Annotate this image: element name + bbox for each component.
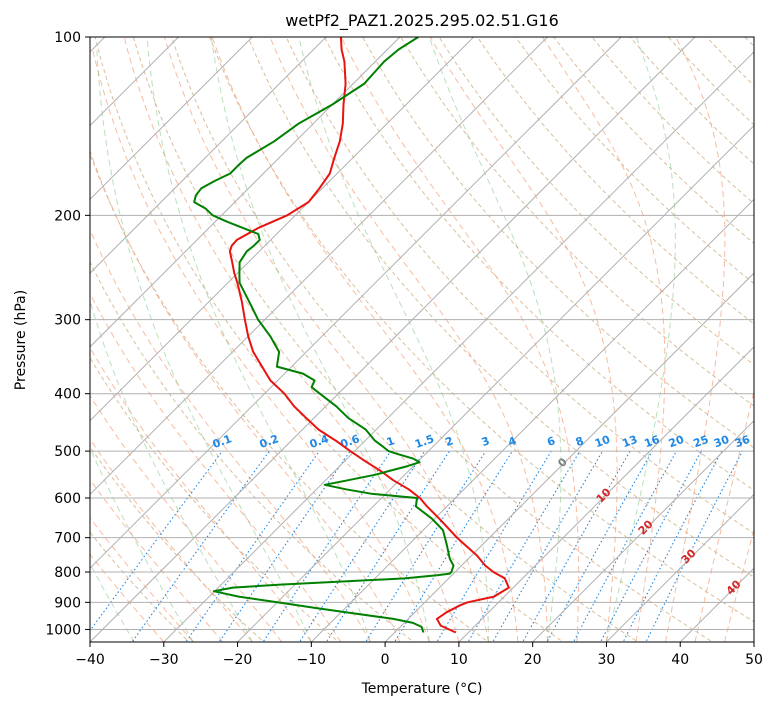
y-tick-label: 300 — [54, 313, 81, 329]
moist-adiabat-line — [270, 37, 547, 642]
isotherm-line — [0, 24, 266, 645]
dry-adiabat-line — [172, 37, 717, 644]
x-tick-label: −30 — [149, 652, 179, 668]
moist-adiabat-line — [0, 195, 223, 642]
moist-adiabat-line — [695, 37, 775, 642]
mixing-ratio-label: 3 — [480, 434, 492, 449]
mixing-ratio-label: 8 — [574, 434, 586, 449]
isotherm-line — [0, 24, 413, 645]
moist-adiabat-line — [164, 37, 488, 642]
mixing-ratio-label: 20 — [667, 433, 686, 451]
dry-adiabat-line — [57, 37, 492, 644]
mixing-ratio-label: 1 — [385, 434, 397, 449]
y-tick-label: 800 — [54, 565, 81, 581]
mixing-ratio-label: 2 — [444, 434, 456, 449]
moist-adiabat-label: 10 — [594, 485, 614, 505]
dry-adiabat-line — [477, 37, 775, 644]
y-tick-label: 500 — [54, 444, 81, 460]
x-tick-label: 40 — [671, 652, 689, 668]
mixing-ratio-label: 13 — [620, 433, 639, 450]
dry-adiabat-line — [363, 37, 775, 644]
x-tick-label: −10 — [297, 652, 327, 668]
moist-adiabat-line — [430, 37, 617, 642]
x-tick-label: 0 — [381, 652, 390, 668]
moist-adiabat-label: 30 — [679, 546, 699, 566]
moist-adiabat-label: 0 — [555, 455, 570, 470]
moist-adiabat-line — [7, 141, 312, 642]
y-tick-label: 200 — [54, 208, 81, 224]
isotherm-line — [88, 24, 709, 645]
mixing-ratio-line — [645, 451, 743, 644]
mixing-ratio-label: 0.1 — [211, 432, 234, 451]
x-tick-label: −20 — [223, 652, 253, 668]
dry-adiabat-line — [0, 37, 342, 644]
y-tick-label: 700 — [54, 531, 81, 547]
plot-frame — [90, 37, 754, 642]
isotherm-line — [0, 24, 487, 645]
dry-adiabat-line — [95, 37, 566, 644]
profile-series — [194, 37, 509, 633]
x-axis-ticks: −40 −30 −20 −10 0 10 20 30 40 50 — [75, 642, 763, 668]
moist-adiabat-line — [725, 37, 775, 642]
isotherm-line — [752, 24, 775, 645]
mixing-ratio-label: 10 — [593, 433, 612, 451]
dry-adiabat-line — [439, 37, 775, 644]
mixing-ratio-label: 25 — [692, 433, 711, 450]
mixing-ratio-line — [80, 451, 222, 644]
mixing-ratio-label: 30 — [712, 433, 731, 451]
x-tick-label: 50 — [745, 652, 763, 668]
mixing-ratio-line — [572, 451, 676, 644]
y-tick-label: 100 — [54, 30, 81, 46]
isotherm-line — [530, 24, 775, 645]
dry-adiabat-line — [516, 37, 775, 644]
x-tick-label: −40 — [75, 652, 105, 668]
y-tick-label: 400 — [54, 387, 81, 403]
dry-adiabat-line — [745, 37, 775, 644]
y-tick-label: 900 — [54, 595, 81, 611]
dry-adiabat-line — [630, 37, 775, 644]
line-labels: -100-90-80-70-60-50-40-30-20-100.10.20.4… — [0, 22, 752, 598]
y-tick-label: 1000 — [45, 622, 81, 638]
chart-title: wetPf2_PAZ1.2025.295.02.51.G16 — [285, 11, 559, 31]
x-tick-label: 20 — [524, 652, 542, 668]
temperature-profile-line — [230, 37, 509, 633]
x-axis-label: Temperature (°C) — [361, 681, 483, 697]
thetae-curve-line — [606, 37, 675, 642]
mixing-ratio-label: 0.2 — [258, 432, 281, 451]
background-grid — [0, 24, 775, 645]
y-tick-label: 600 — [54, 491, 81, 507]
x-tick-label: 10 — [450, 652, 468, 668]
dry-adiabat-line — [133, 37, 641, 644]
mixing-ratio-line — [436, 451, 552, 644]
y-axis-ticks: 100 200 300 400 500 600 700 800 900 1000 — [45, 30, 90, 638]
mixing-ratio-label: 1.5 — [413, 432, 436, 451]
x-tick-label: 30 — [598, 652, 616, 668]
mixing-ratio-line — [467, 451, 580, 644]
moist-adiabat-line — [93, 50, 430, 642]
mixing-ratio-label: 6 — [545, 434, 557, 449]
moist-adiabat-line — [0, 158, 282, 642]
thetae-curve-line — [211, 37, 429, 642]
y-axis-label: Pressure (hPa) — [13, 290, 29, 390]
mixing-ratio-label: 16 — [643, 433, 662, 451]
